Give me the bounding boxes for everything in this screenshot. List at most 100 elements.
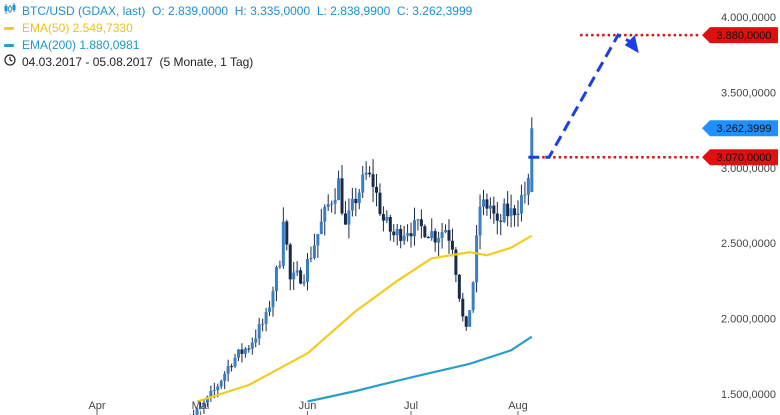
tag-target-lower-shape — [702, 149, 778, 166]
candlesticks — [189, 117, 534, 415]
candle — [202, 399, 206, 414]
candle-body — [426, 237, 430, 239]
candle — [426, 235, 430, 239]
legend-ema200: EMA(200) 1.880,0981 — [22, 38, 140, 52]
candle — [516, 200, 520, 227]
candle — [430, 218, 434, 241]
candle — [230, 363, 234, 372]
candle-body — [361, 174, 365, 193]
candle-body — [454, 249, 458, 275]
candle-body — [485, 199, 489, 209]
candle — [402, 225, 406, 245]
projection-path — [528, 33, 634, 159]
candle — [381, 206, 385, 232]
candle — [364, 161, 368, 180]
candle-body — [226, 366, 230, 374]
candle — [243, 346, 247, 358]
candle — [395, 224, 399, 246]
candle-body — [464, 316, 468, 327]
candle-body — [209, 390, 213, 397]
candle — [375, 173, 379, 207]
candle-body — [440, 232, 444, 239]
candle — [357, 189, 361, 210]
y-tick-label: 2.500,0000 — [721, 238, 776, 250]
candle — [478, 194, 482, 250]
candle-body — [271, 291, 275, 308]
candle-body — [278, 265, 282, 267]
candle — [219, 379, 223, 389]
y-axis: 1.500,0000 2.000,0000 2.500,0000 3.000,0000… — [721, 12, 776, 401]
candle — [495, 201, 499, 235]
candle — [530, 117, 534, 193]
candle-body — [409, 233, 413, 237]
candle — [236, 348, 240, 362]
candle-body — [375, 186, 379, 193]
projection-arrowhead — [624, 35, 639, 54]
candle-body — [378, 192, 382, 215]
candle — [330, 200, 334, 213]
candle — [354, 188, 358, 217]
candle-body — [364, 172, 368, 175]
y-tick-label: 1.500,0000 — [721, 389, 776, 401]
candle — [271, 286, 275, 317]
candle-body — [326, 204, 330, 207]
candle — [209, 385, 213, 402]
candle-body — [381, 214, 385, 221]
candle-body — [430, 231, 434, 239]
candle — [312, 233, 316, 260]
candle-body — [368, 172, 372, 175]
candle — [233, 353, 237, 369]
candle-body — [306, 259, 309, 282]
candle — [309, 246, 313, 263]
candle-body — [257, 324, 261, 339]
candle — [471, 281, 475, 313]
candle-body — [299, 270, 303, 284]
candle — [240, 343, 244, 363]
candle-body — [519, 195, 523, 214]
candle-body — [478, 206, 482, 236]
candle — [261, 318, 265, 332]
candle-body — [316, 233, 320, 246]
candle — [416, 218, 420, 231]
candle-body — [264, 312, 268, 324]
x-tick-label: Jul — [404, 400, 418, 412]
candle — [268, 300, 272, 316]
candle-body — [219, 380, 223, 387]
x-tick-label: Aug — [508, 400, 528, 412]
candle-body — [437, 238, 441, 243]
candle-body — [285, 221, 289, 245]
candle — [464, 315, 468, 331]
candle — [223, 371, 227, 390]
candle-body — [261, 323, 265, 325]
candle-body — [509, 208, 513, 217]
candle-body — [513, 208, 517, 216]
candle — [419, 209, 423, 239]
candle — [513, 204, 517, 227]
candle — [368, 166, 372, 178]
candle-body — [423, 226, 427, 238]
candle-body — [471, 282, 475, 311]
candle-body — [395, 228, 399, 236]
candle-body — [468, 310, 472, 327]
candle-body — [288, 244, 292, 280]
candle — [226, 359, 230, 382]
candle-body — [347, 210, 351, 225]
tag-target-lower: 3.070,0000 — [702, 149, 778, 166]
candle-body — [295, 270, 299, 273]
candle — [299, 267, 303, 285]
candle-body — [385, 216, 389, 221]
candle-body — [350, 198, 354, 211]
candle-body — [323, 206, 327, 222]
candle-body — [444, 230, 448, 233]
candle-body — [312, 245, 316, 258]
candle-body — [530, 128, 534, 193]
chart-legend: BTC/USD (GDAX, last) O: 2.839,0000 H: 3.… — [4, 3, 472, 71]
candle — [523, 181, 527, 204]
candle — [292, 261, 296, 290]
y-tick-label: 3.500,0000 — [721, 87, 776, 99]
candle-body — [243, 348, 247, 354]
candle — [333, 188, 337, 215]
legend-ema50-row: EMA(50) 2.549,7330 — [4, 20, 472, 37]
candle — [454, 247, 458, 283]
